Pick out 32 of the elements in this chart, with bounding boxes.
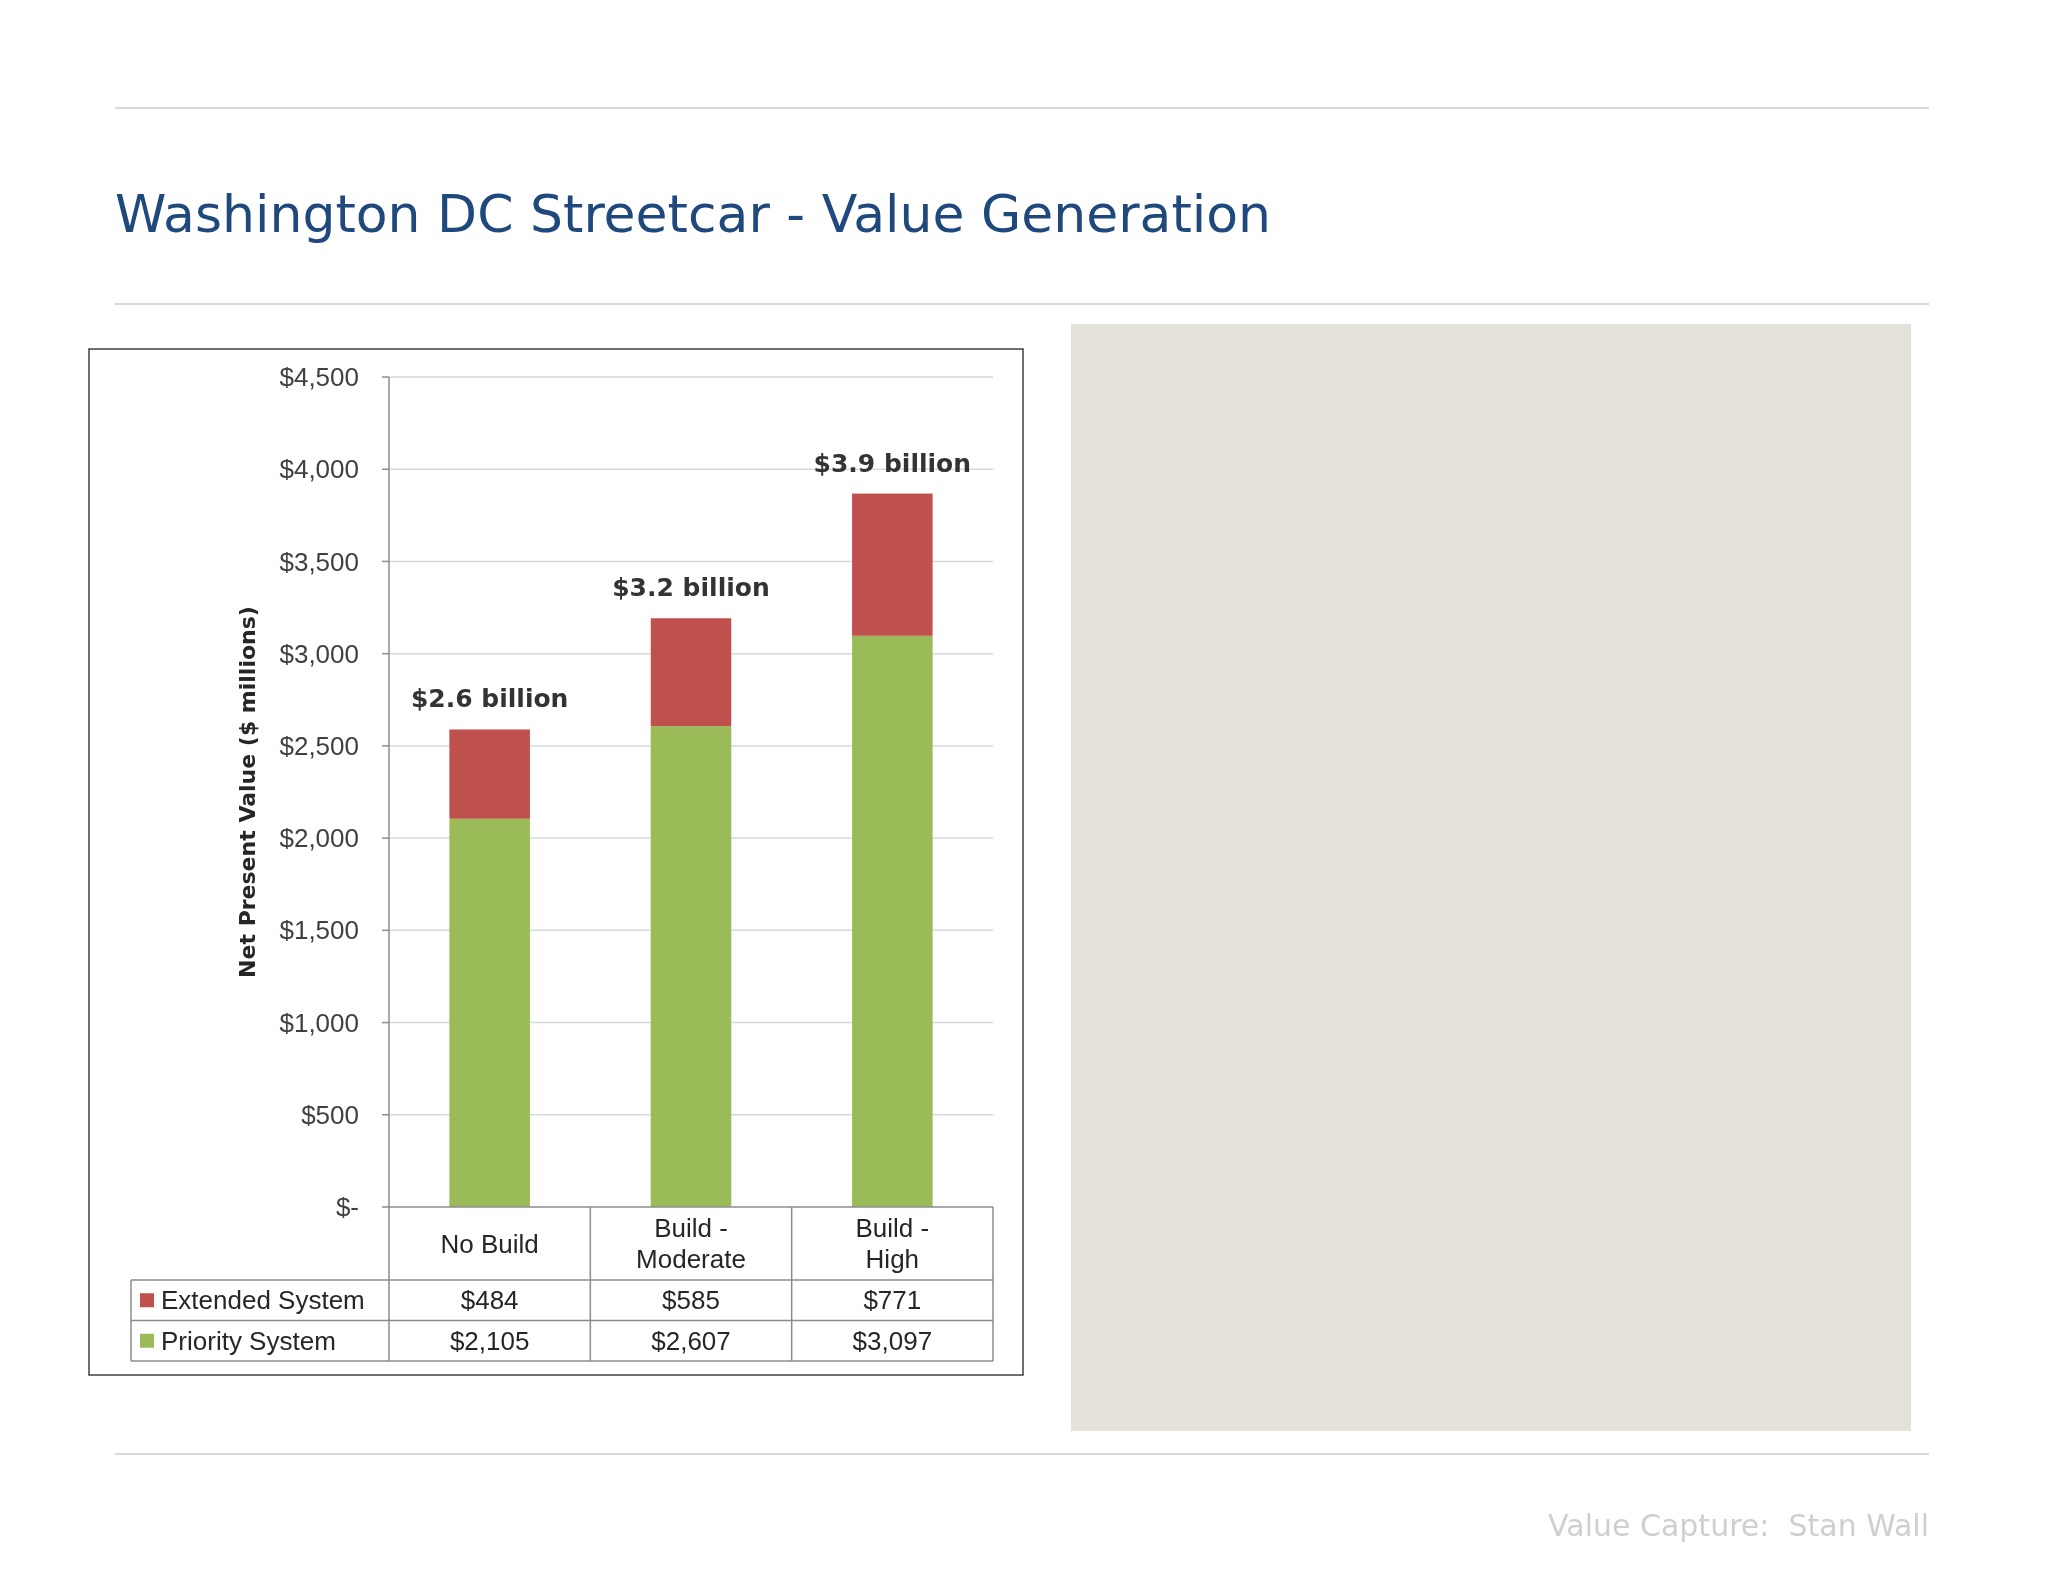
bar (852, 493, 933, 636)
y-axis-title: Net Present Value ($ millions) (235, 606, 261, 978)
x-tick-label: Build - High (855, 1213, 930, 1275)
y-tick-label: $2,000 (279, 823, 359, 854)
bar (650, 726, 732, 1207)
data-label: $2,105 (449, 1325, 530, 1356)
data-label: $2,607 (651, 1325, 731, 1356)
bar (449, 729, 530, 819)
y-tick-label: $1,500 (279, 915, 359, 946)
data-label: $484 (460, 1285, 519, 1316)
y-tick-label: $3,500 (279, 546, 359, 577)
y-tick-label: $2,500 (279, 730, 359, 761)
y-tick-label: $3,000 (279, 638, 359, 669)
data-label: $3,097 (852, 1325, 933, 1356)
total-label: $2.6 billion (410, 684, 569, 714)
data-label: $771 (863, 1285, 922, 1316)
legend-label: Priority System (161, 1325, 336, 1356)
bar (650, 618, 732, 727)
chart-title: Washington DC Streetcar - Value Generation (115, 184, 1272, 244)
x-tick-label: Build - Moderate (636, 1213, 746, 1275)
bar (852, 635, 933, 1207)
y-tick-label: $4,500 (279, 362, 359, 393)
x-tick-label: No Build (440, 1228, 539, 1259)
y-tick-label: $500 (301, 1099, 359, 1130)
legend-label: Extended System (161, 1285, 365, 1316)
y-tick-label: $- (335, 1192, 359, 1223)
total-label: $3.2 billion (612, 573, 770, 603)
bar (449, 818, 530, 1207)
data-label: $585 (662, 1285, 720, 1316)
y-tick-label: $1,000 (279, 1007, 359, 1038)
total-label: $3.9 billion (813, 448, 972, 478)
y-tick-label: $4,000 (279, 454, 359, 485)
